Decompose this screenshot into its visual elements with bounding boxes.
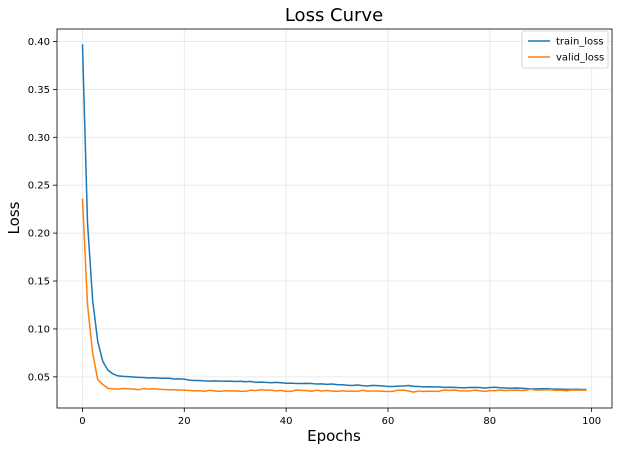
x-tick-label: 80 <box>483 416 496 427</box>
series-line-valid-loss <box>81 198 587 393</box>
x-tick-label: 20 <box>178 416 191 427</box>
y-axis-title: Loss <box>5 201 23 234</box>
y-tick-label: 0.35 <box>28 85 50 96</box>
legend-label-valid-loss: valid_loss <box>556 53 604 64</box>
plot-lines <box>81 44 587 393</box>
chart-title: Loss Curve <box>285 5 383 26</box>
y-tick-label: 0.15 <box>28 277 50 288</box>
x-tick-label: 0 <box>79 416 85 427</box>
x-tick-label: 100 <box>582 416 601 427</box>
y-tick-label: 0.20 <box>28 229 50 240</box>
y-tick-label: 0.10 <box>28 324 50 335</box>
plot-frame <box>56 28 613 409</box>
x-tick-label: 40 <box>280 416 293 427</box>
y-tick-label: 0.05 <box>28 372 50 383</box>
y-tick-label: 0.25 <box>28 181 50 192</box>
y-tick-label: 0.30 <box>28 133 50 144</box>
series-line-train-loss <box>81 44 587 391</box>
x-axis-title: Epochs <box>307 427 361 445</box>
grid <box>57 29 612 408</box>
axis-ticks: 0 20 40 60 80 100 0.05 0.10 0.15 0.20 0.25 0.30 0.35… <box>28 37 601 427</box>
x-tick-label: 60 <box>382 416 395 427</box>
legend-label-train-loss: train_loss <box>556 37 604 48</box>
legend: train_loss valid_loss <box>521 30 609 69</box>
y-tick-label: 0.40 <box>28 37 50 48</box>
